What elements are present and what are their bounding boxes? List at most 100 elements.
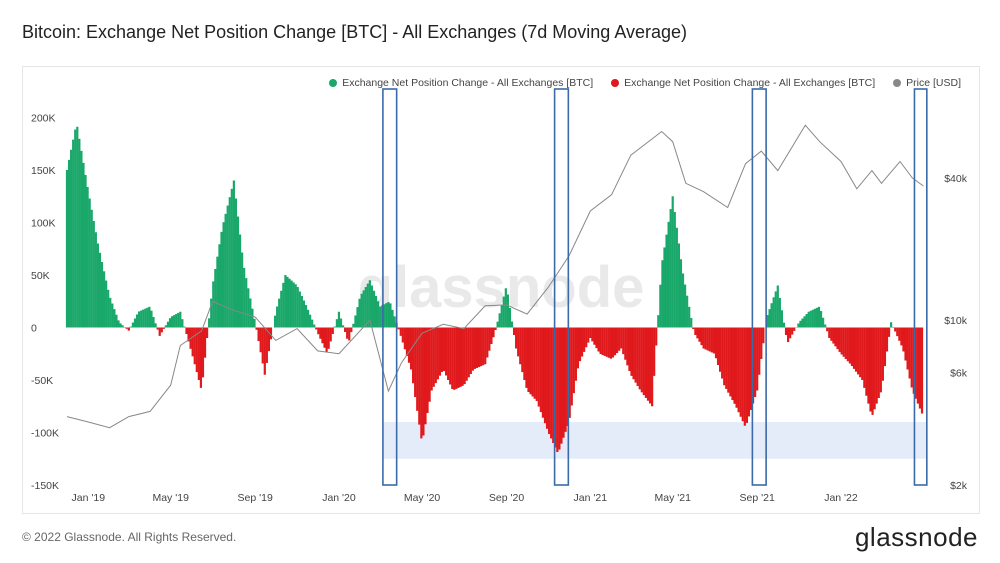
bar-positive <box>280 290 283 328</box>
bar-negative <box>397 327 400 330</box>
bar-negative <box>583 327 586 352</box>
bar-negative <box>578 327 582 362</box>
bar-negative <box>906 327 909 370</box>
bar-negative <box>739 327 742 417</box>
bar-positive <box>243 267 246 328</box>
bar-positive <box>502 296 505 328</box>
bar-negative <box>531 327 534 397</box>
bar-negative <box>265 327 268 363</box>
chart-panel: Exchange Net Position Change - All Excha… <box>22 66 980 514</box>
bar-negative <box>840 327 843 355</box>
bar-positive <box>811 309 814 328</box>
legend-item-price[interactable]: Price [USD] <box>893 77 961 89</box>
bar-positive <box>249 298 252 328</box>
bar-negative <box>432 327 435 387</box>
bar-positive <box>78 138 81 328</box>
bar-negative <box>883 327 887 367</box>
bar-positive <box>661 260 664 328</box>
bar-negative <box>564 327 567 432</box>
bar-negative <box>426 327 429 413</box>
bar-negative <box>587 327 590 343</box>
bar-negative <box>698 327 701 342</box>
bar-positive <box>251 308 254 328</box>
highlight-box-3 <box>751 88 767 486</box>
bar-positive <box>214 269 217 328</box>
bar-negative <box>255 327 258 330</box>
x-tick-label: Jan '20 <box>322 492 356 504</box>
bar-positive <box>671 196 674 328</box>
bar-negative <box>422 327 425 436</box>
bar-negative <box>754 327 757 397</box>
bar-negative <box>560 327 563 444</box>
bar-positive <box>309 314 312 328</box>
bar-negative <box>634 327 637 383</box>
legend-item-positive[interactable]: Exchange Net Position Change - All Excha… <box>329 77 593 89</box>
bar-positive <box>232 180 235 328</box>
bar-positive <box>74 129 77 328</box>
bar-negative <box>344 327 347 332</box>
bar-negative <box>517 327 520 357</box>
x-tick-label: May '21 <box>655 492 692 504</box>
bar-negative <box>871 327 874 415</box>
bar-negative <box>793 327 796 331</box>
bar-negative <box>444 327 448 376</box>
bar-negative <box>646 327 650 401</box>
bar-negative <box>887 327 891 337</box>
bar-negative <box>465 327 468 381</box>
bar-negative <box>317 327 320 335</box>
bar-negative <box>784 327 788 335</box>
bar-positive <box>508 308 512 328</box>
bar-positive <box>230 188 233 328</box>
bar-positive <box>88 198 91 328</box>
bar-negative <box>428 327 431 402</box>
bar-negative <box>463 327 466 385</box>
bar-positive <box>366 283 369 328</box>
bar-negative <box>257 327 260 341</box>
bar-positive <box>80 150 83 328</box>
bar-positive <box>236 216 240 328</box>
highlight-box-2 <box>553 88 570 486</box>
legend-item-negative[interactable]: Exchange Net Position Change - All Excha… <box>611 77 875 89</box>
bar-negative <box>898 327 901 341</box>
bar-positive <box>228 197 231 328</box>
bar-negative <box>562 327 565 438</box>
bar-negative <box>630 327 633 376</box>
bar-negative <box>416 327 419 411</box>
bar-negative <box>706 327 709 351</box>
bar-positive <box>677 243 681 328</box>
bar-negative <box>727 327 730 393</box>
bar-negative <box>842 327 845 357</box>
bar-negative <box>442 327 446 371</box>
bar-negative <box>261 327 264 364</box>
bar-positive <box>148 306 151 328</box>
bar-negative <box>622 327 625 355</box>
bar-positive <box>389 303 392 328</box>
bar-positive <box>107 289 110 328</box>
page-title: Bitcoin: Exchange Net Position Change [B… <box>22 22 688 42</box>
bar-negative <box>405 327 409 356</box>
bar-positive <box>166 321 170 328</box>
bar-negative <box>904 327 907 361</box>
bar-positive <box>358 298 361 328</box>
bar-negative <box>704 327 707 350</box>
bar-positive <box>822 317 825 328</box>
bar-negative <box>440 327 444 372</box>
bar-negative <box>477 327 481 368</box>
bar-negative <box>467 327 470 378</box>
bar-positive <box>356 307 359 328</box>
bar-positive <box>354 315 357 328</box>
bar-positive <box>247 288 250 328</box>
bar-negative <box>414 327 417 398</box>
bar-negative <box>894 327 897 332</box>
bar-negative <box>412 327 415 384</box>
bar-negative <box>453 327 456 390</box>
bar-positive <box>510 321 514 328</box>
bar-positive <box>290 280 293 328</box>
legend-marker-positive <box>329 79 338 87</box>
bar-positive <box>667 221 670 328</box>
bar-negative <box>865 327 868 396</box>
bar-positive <box>94 232 97 328</box>
bar-positive <box>374 296 378 328</box>
bar-negative <box>158 327 161 336</box>
bar-positive <box>294 284 297 328</box>
